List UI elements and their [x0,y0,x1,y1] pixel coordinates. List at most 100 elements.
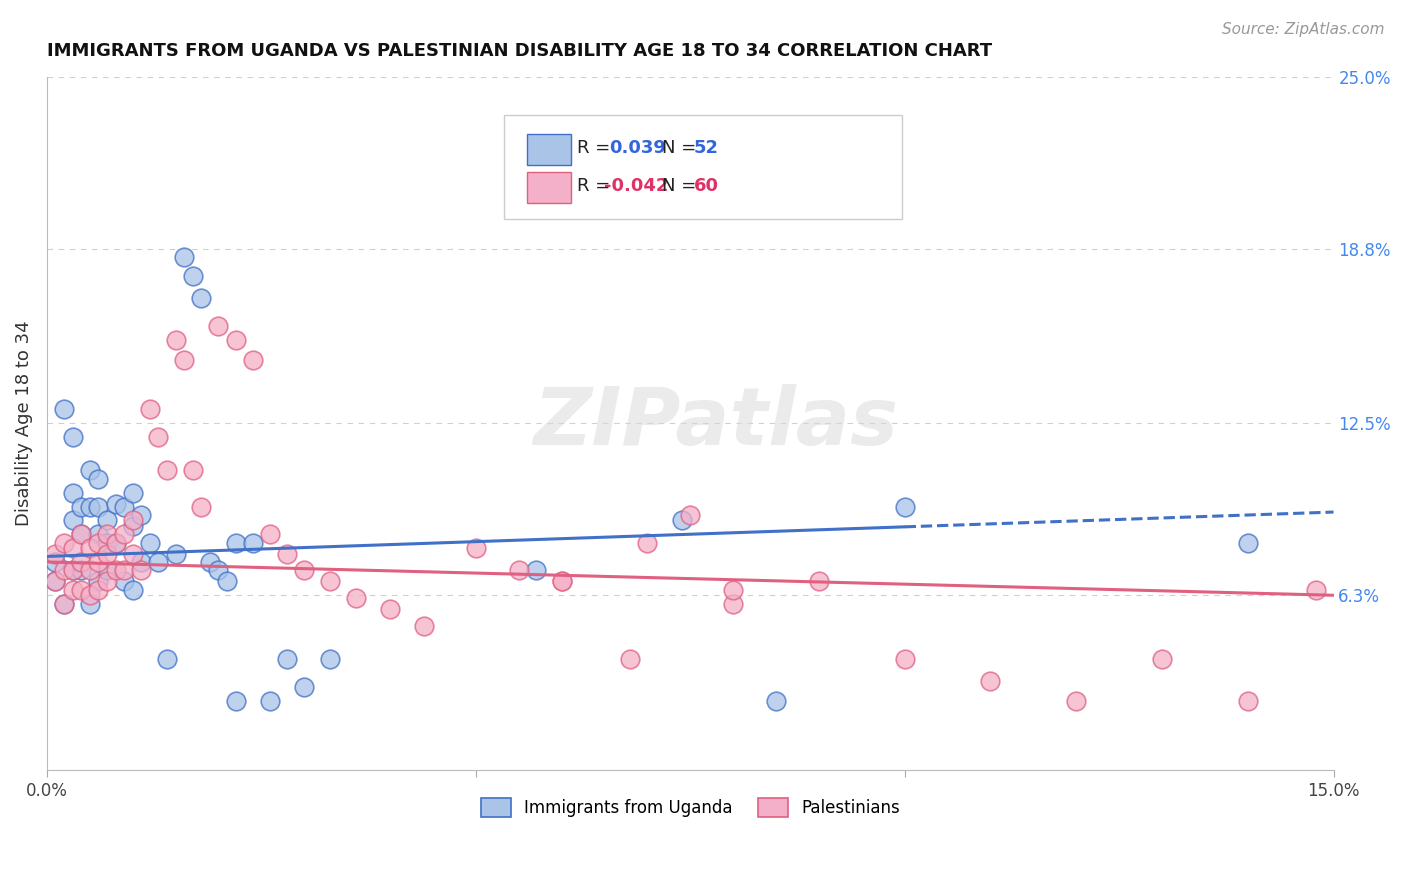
Point [104,535,127,549]
Point [807,574,830,589]
Point [112,574,135,589]
Point [87,500,110,514]
Text: ZIPatlas: ZIPatlas [533,384,898,462]
Point [62,563,84,577]
Point [524,563,547,577]
FancyBboxPatch shape [527,172,571,202]
Point [173,250,195,264]
Point [276,547,298,561]
Point [225,333,247,347]
Point [319,652,342,666]
Point [148,430,170,444]
Point [62,513,84,527]
Point [121,582,143,597]
Point [765,693,787,707]
Point [319,574,342,589]
Point [70,527,93,541]
Point [225,693,247,707]
Point [1064,693,1087,707]
Point [207,563,229,577]
Text: R =: R = [576,178,610,195]
Point [112,527,135,541]
Point [53,597,76,611]
Point [53,563,76,577]
Point [636,535,658,549]
Point [62,582,84,597]
Point [148,555,170,569]
Point [671,513,693,527]
Point [225,535,247,549]
Point [104,535,127,549]
Point [190,500,212,514]
Point [79,463,101,477]
Point [53,597,76,611]
Point [70,500,93,514]
Point [893,500,915,514]
Point [979,674,1001,689]
Text: IMMIGRANTS FROM UGANDA VS PALESTINIAN DISABILITY AGE 18 TO 34 CORRELATION CHART: IMMIGRANTS FROM UGANDA VS PALESTINIAN DI… [46,42,993,60]
Point [53,402,76,417]
Point [619,652,641,666]
Point [156,652,179,666]
Text: N =: N = [662,178,696,195]
Text: -0.042: -0.042 [605,178,668,195]
Point [121,485,143,500]
Point [207,319,229,334]
Point [181,269,204,284]
Point [276,652,298,666]
Point [44,547,66,561]
Point [62,541,84,555]
Point [378,602,401,616]
Point [344,591,367,605]
Point [96,547,118,561]
Point [62,563,84,577]
Point [550,574,572,589]
Point [87,527,110,541]
Point [173,352,195,367]
Point [121,513,143,527]
Point [242,352,264,367]
Point [721,597,744,611]
Point [96,527,118,541]
Point [242,535,264,549]
Point [259,693,281,707]
FancyBboxPatch shape [503,115,903,219]
Point [79,588,101,602]
Point [464,541,486,555]
Point [112,563,135,577]
Point [70,582,93,597]
Point [292,680,315,694]
Point [79,500,101,514]
Point [79,563,101,577]
Point [259,527,281,541]
Point [70,527,93,541]
Point [96,574,118,589]
Point [87,555,110,569]
Point [156,463,179,477]
Point [96,535,118,549]
Point [62,430,84,444]
Point [129,555,152,569]
Point [62,485,84,500]
Point [508,563,530,577]
Text: 0.039: 0.039 [609,139,666,157]
Point [96,513,118,527]
Point [79,541,101,555]
Text: N =: N = [662,139,696,157]
Point [70,563,93,577]
Point [679,508,702,522]
Point [70,555,93,569]
Point [215,574,238,589]
Point [104,497,127,511]
Point [104,563,127,577]
Point [721,582,744,597]
Point [121,547,143,561]
Text: 52: 52 [695,139,718,157]
Point [165,547,187,561]
Point [87,574,110,589]
Point [121,519,143,533]
Text: R =: R = [576,139,616,157]
Point [87,535,110,549]
Point [53,535,76,549]
Point [139,402,162,417]
